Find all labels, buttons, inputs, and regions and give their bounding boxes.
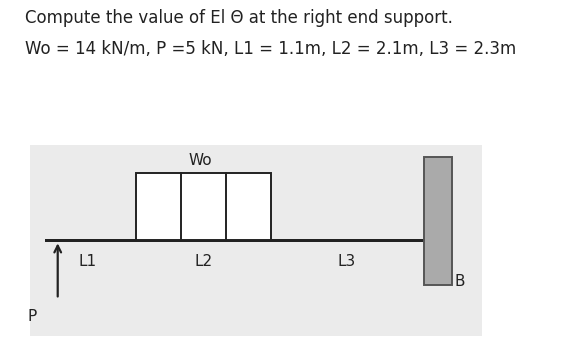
Text: L3: L3 (337, 254, 355, 269)
Text: B: B (454, 274, 464, 290)
Text: P: P (28, 309, 37, 324)
Text: Wo = 14 kN/m, P =5 kN, L1 = 1.1m, L2 = 2.1m, L3 = 2.3m: Wo = 14 kN/m, P =5 kN, L1 = 1.1m, L2 = 2… (25, 40, 517, 58)
Bar (45, 239, 434, 242)
Bar (136, 173, 271, 240)
Text: L2: L2 (194, 254, 212, 269)
Bar (30, 145, 482, 336)
Text: L1: L1 (79, 254, 97, 269)
Bar (424, 157, 452, 285)
Text: Compute the value of El Θ at the right end support.: Compute the value of El Θ at the right e… (25, 9, 453, 27)
Text: Wo: Wo (189, 153, 213, 168)
